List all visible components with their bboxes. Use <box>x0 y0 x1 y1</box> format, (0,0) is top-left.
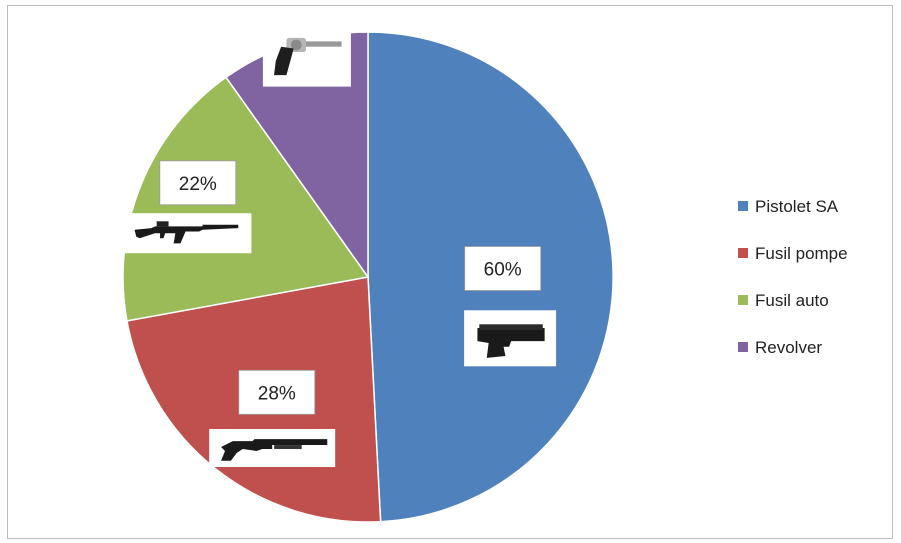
data-label-box-pistolet-sa <box>464 246 542 291</box>
data-label-box-fusil-auto <box>159 160 237 206</box>
legend-swatch-fusil-auto <box>738 295 748 305</box>
data-label-fusil-pompe: 28% <box>258 383 296 404</box>
legend-label-pistolet-sa: Pistolet SA <box>755 197 839 216</box>
data-label-fusil-auto: 22% <box>179 174 217 195</box>
pie-slice-fusil-auto <box>122 76 370 322</box>
legend-swatch-revolver <box>738 342 748 352</box>
data-label-pistolet-sa: 60% <box>484 260 522 281</box>
legend-label-fusil-auto: Fusil auto <box>755 291 829 310</box>
legend-label-fusil-pompe: Fusil pompe <box>755 244 848 263</box>
legend-label-revolver: Revolver <box>755 338 823 357</box>
legend-swatch-fusil-pompe <box>738 248 748 258</box>
data-label-box-fusil-pompe <box>238 369 316 415</box>
legend-swatch-pistolet-sa <box>738 201 748 211</box>
slice-image-frame-revolver <box>262 24 351 87</box>
